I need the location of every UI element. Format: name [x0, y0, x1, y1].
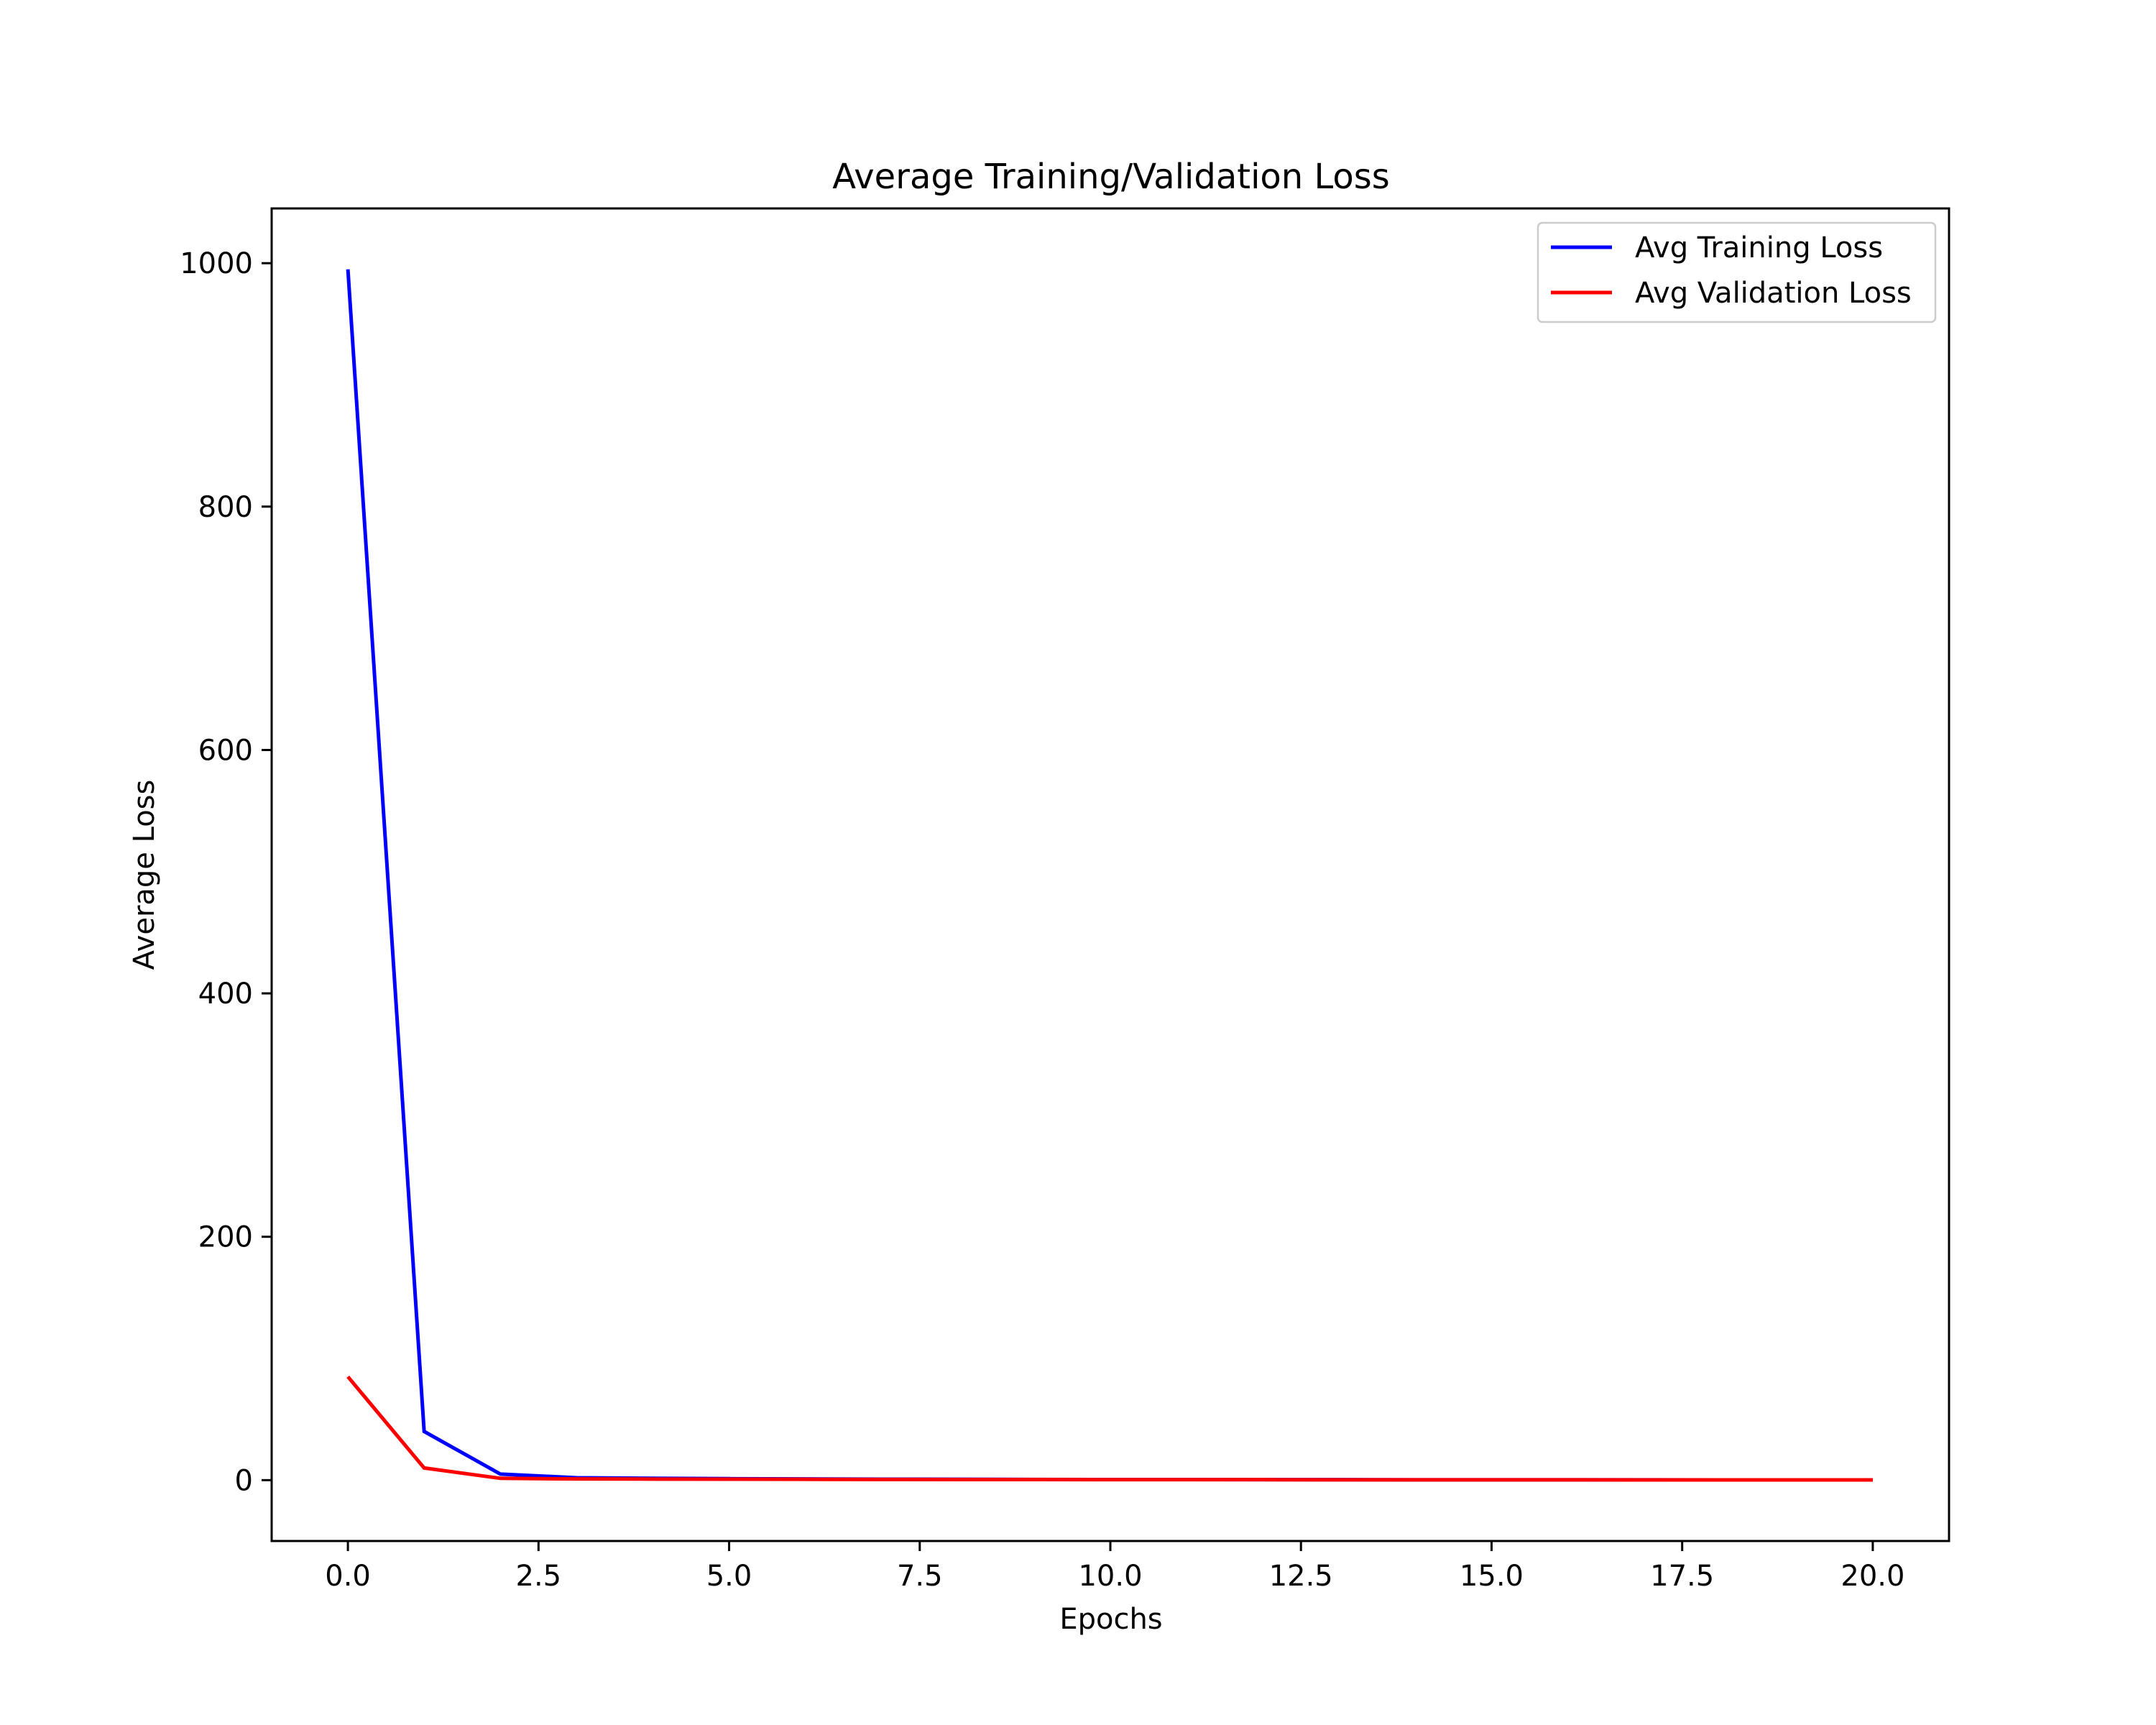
- x-axis-label: Epochs: [1059, 1603, 1162, 1636]
- x-tick-label: 15.0: [1460, 1560, 1524, 1593]
- x-tick-label: 2.5: [516, 1560, 562, 1593]
- y-tick-label: 600: [198, 734, 253, 767]
- x-axis-ticks: 0.0 2.5 5.0 7.5 10.0 12.5 15.0 17.5 20.0: [325, 1541, 1904, 1593]
- x-tick-label: 7.5: [897, 1560, 943, 1593]
- y-tick-label: 0: [235, 1464, 253, 1497]
- x-tick-label: 10.0: [1078, 1560, 1142, 1593]
- series-layer: [346, 269, 1873, 1482]
- y-axis-label: Average Loss: [128, 780, 161, 970]
- y-tick-label: 1000: [180, 247, 253, 280]
- y-tick-label: 200: [198, 1221, 253, 1254]
- x-tick-label: 12.5: [1269, 1560, 1333, 1593]
- x-tick-label: 0.0: [325, 1560, 371, 1593]
- x-tick-label: 20.0: [1841, 1560, 1904, 1593]
- chart-title: Average Training/Validation Loss: [832, 157, 1390, 197]
- x-tick-label: 17.5: [1650, 1560, 1714, 1593]
- series-line-validation: [346, 1375, 1873, 1482]
- legend-label-training: Avg Training Loss: [1635, 231, 1883, 264]
- x-tick-label: 5.0: [706, 1560, 752, 1593]
- y-tick-label: 800: [198, 491, 253, 524]
- y-axis-ticks: 0 200 400 600 800 1000: [180, 247, 272, 1497]
- y-tick-label: 400: [198, 978, 253, 1011]
- legend: Avg Training Loss Avg Validation Loss: [1537, 221, 1937, 323]
- legend-label-validation: Avg Validation Loss: [1635, 277, 1912, 310]
- legend-box: [1537, 221, 1937, 323]
